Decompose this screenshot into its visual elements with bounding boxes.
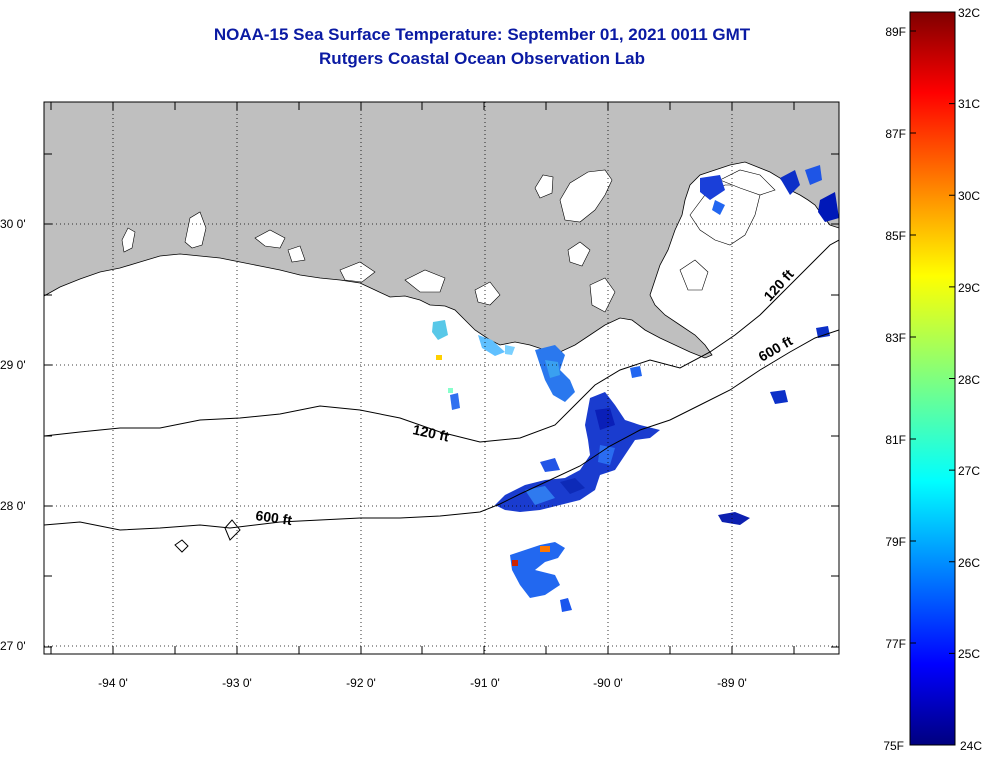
lon-label: -90 0'	[593, 676, 623, 690]
cb-celsius-label: 31C	[958, 97, 980, 111]
graticule	[44, 102, 839, 654]
ms-sound	[719, 169, 776, 196]
lon-label: -89 0'	[717, 676, 747, 690]
lake-salvador	[567, 241, 591, 267]
lon-label: -92 0'	[346, 676, 376, 690]
terrebonne-lake	[474, 281, 501, 306]
map-frame	[43, 101, 840, 655]
lon-label: -91 0'	[470, 676, 500, 690]
cb-fahrenheit-label: 75F	[883, 739, 904, 753]
lake-calcasieu	[121, 227, 136, 253]
vermilion-bay	[339, 261, 376, 283]
atchafalaya-bay	[404, 269, 446, 293]
cb-fahrenheit-label: 77F	[885, 637, 906, 651]
axis-ticks	[44, 102, 839, 654]
land	[44, 102, 839, 359]
cb-fahrenheit-label: 83F	[885, 331, 906, 345]
lat-label: 30 0'	[0, 217, 26, 231]
cb-fahrenheit-label: 79F	[885, 535, 906, 549]
lat-label: 28 0'	[0, 499, 26, 513]
white-lake	[184, 211, 207, 249]
map-title: NOAA-15 Sea Surface Temperature: Septemb…	[213, 25, 751, 44]
cb-fahrenheit-label: 81F	[885, 433, 906, 447]
lake-maurepas	[534, 174, 554, 199]
lat-label: 27 0'	[0, 639, 26, 653]
map-subtitle: Rutgers Coastal Ocean Observation Lab	[319, 49, 645, 68]
barataria-bay	[589, 277, 616, 313]
cb-celsius-label: 32C	[958, 6, 980, 20]
cb-fahrenheit-label: 89F	[885, 25, 906, 39]
colorbar: 32C 31C 30C 29C 28C 27C 26C 25C 24C 89F …	[883, 6, 982, 753]
contour-120ft-west	[44, 239, 839, 443]
lat-label: 29 0'	[0, 358, 26, 372]
cb-fahrenheit-label: 85F	[885, 229, 906, 243]
lon-label: -93 0'	[222, 676, 252, 690]
cb-celsius-label: 29C	[958, 281, 980, 295]
sst-pixels	[432, 165, 839, 612]
colorbar-scale	[909, 11, 956, 746]
cb-fahrenheit-label: 87F	[885, 127, 906, 141]
cb-celsius-label: 28C	[958, 373, 980, 387]
grand-lake	[254, 229, 286, 249]
breton-sound	[679, 259, 709, 291]
contour-600ft	[44, 329, 839, 531]
marsh-lake	[287, 245, 306, 263]
lake-pontchartrain	[559, 169, 613, 223]
contour-label: 600 ft	[255, 507, 294, 528]
contour-label: 120 ft	[411, 421, 450, 444]
cb-celsius-label: 26C	[958, 556, 980, 570]
bathymetry-contours	[44, 239, 839, 553]
cb-celsius-label: 27C	[958, 464, 980, 478]
cb-celsius-label: 25C	[958, 647, 980, 661]
cb-celsius-label: 24C	[960, 739, 982, 753]
lon-label: -94 0'	[98, 676, 128, 690]
cb-celsius-label: 30C	[958, 189, 980, 203]
